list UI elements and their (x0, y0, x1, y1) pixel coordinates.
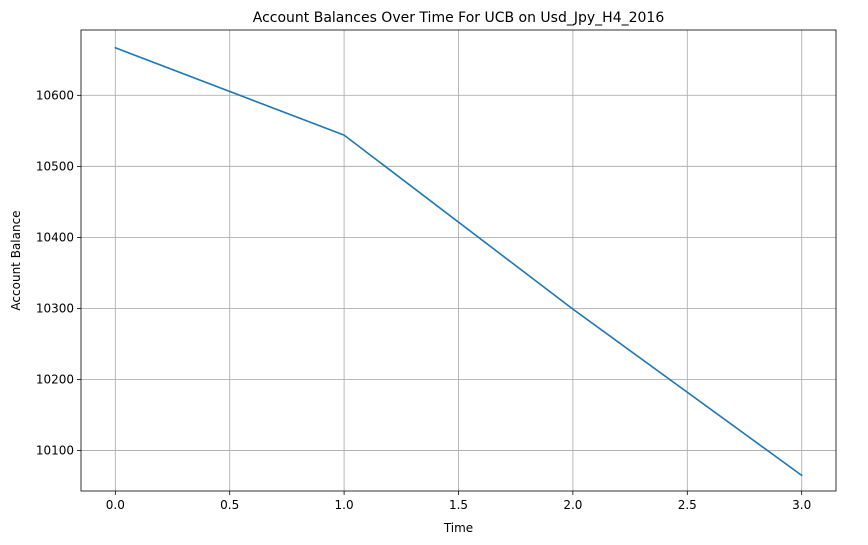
x-tick-label: 1.0 (335, 498, 354, 512)
x-axis-label: Time (443, 521, 473, 535)
y-axis-label: Account Balance (9, 210, 23, 310)
y-axis-ticks: 10100 10200 10300 10400 10500 10600 (36, 88, 81, 458)
y-tick-label: 10300 (36, 301, 74, 315)
x-tick-label: 3.0 (792, 498, 811, 512)
y-tick-label: 10200 (36, 372, 74, 386)
x-grid (114, 30, 803, 491)
x-axis-ticks: 0.0 0.5 1.0 1.5 2.0 2.5 3.0 (106, 491, 811, 512)
y-tick-label: 10500 (36, 159, 74, 173)
chart-title: Account Balances Over Time For UCB on Us… (253, 10, 665, 26)
x-tick-label: 0.5 (220, 498, 239, 512)
y-grid (81, 94, 836, 451)
y-tick-label: 10100 (36, 444, 74, 458)
x-tick-label: 0.0 (106, 498, 125, 512)
series-line (114, 46, 803, 477)
y-tick-label: 10400 (36, 230, 74, 244)
x-tick-label: 2.0 (563, 498, 582, 512)
x-tick-label: 2.5 (678, 498, 697, 512)
x-tick-label: 1.5 (449, 498, 468, 512)
y-tick-label: 10600 (36, 88, 74, 102)
series-layer (114, 46, 803, 477)
